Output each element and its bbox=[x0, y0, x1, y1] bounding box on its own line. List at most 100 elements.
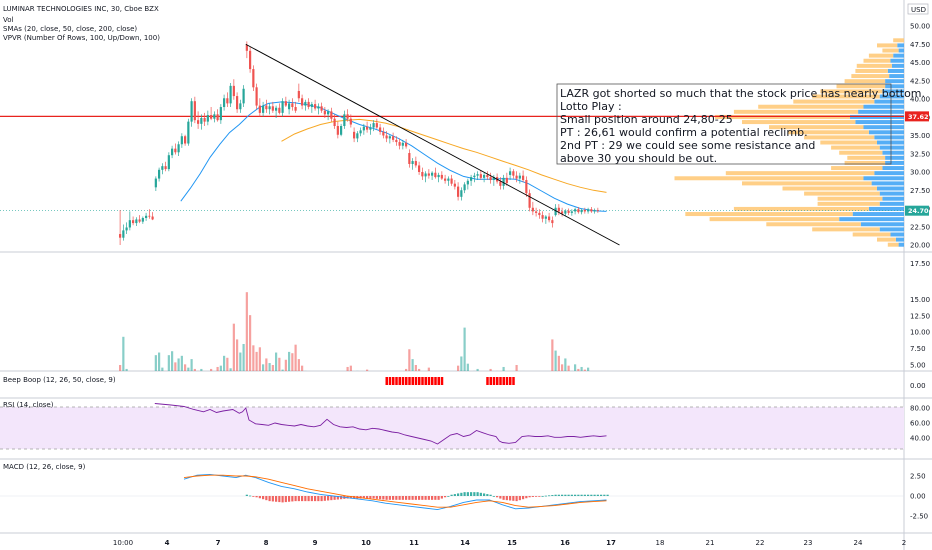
candlestick-series[interactable] bbox=[119, 41, 599, 245]
candle-body-112 bbox=[483, 174, 486, 178]
macd-hist-111 bbox=[479, 492, 482, 496]
volume-bar-12 bbox=[158, 352, 161, 371]
vpvr-up-row-25 bbox=[882, 166, 904, 171]
time-tick-0: 10:00 bbox=[113, 539, 133, 547]
macd-hist-95 bbox=[427, 496, 430, 500]
vpvr-down-row-35 bbox=[709, 217, 840, 222]
macd-hist-107 bbox=[466, 492, 469, 496]
beep-boop-legend[interactable]: Beep Boop (12, 26, 50, close, 9) bbox=[3, 376, 116, 384]
candle-body-139 bbox=[570, 211, 573, 213]
volume-bar-137 bbox=[564, 358, 567, 371]
vpvr-up-row-38 bbox=[890, 232, 904, 237]
sma-legend[interactable]: SMAs (20, close, 50, close, 200, close) bbox=[3, 25, 137, 33]
beep-bar-1-115 bbox=[492, 377, 496, 385]
macd-hist-86 bbox=[398, 496, 401, 500]
volume-legend[interactable]: Vol bbox=[3, 16, 14, 24]
macd-hist-121 bbox=[512, 496, 515, 501]
candle-body-125 bbox=[525, 180, 528, 194]
volume-bar-39 bbox=[245, 292, 248, 371]
volume-bar-22 bbox=[190, 359, 193, 371]
macd-hist-133 bbox=[551, 495, 554, 496]
annotation-box[interactable] bbox=[556, 83, 892, 165]
candle-body-49 bbox=[278, 107, 281, 113]
candle-body-28 bbox=[210, 115, 213, 119]
vpvr-up-row-8 bbox=[885, 79, 904, 84]
candle-body-27 bbox=[206, 115, 209, 122]
vpvr-legend[interactable]: VPVR (Number Of Rows, 100, Up/Down, 100) bbox=[3, 34, 160, 42]
signal-line bbox=[183, 474, 607, 508]
candle-body-119 bbox=[505, 177, 508, 183]
price-tick-0: 50.00 bbox=[910, 23, 930, 31]
candle-body-88 bbox=[405, 142, 408, 147]
candle-body-11 bbox=[154, 178, 157, 188]
vpvr-up-row-9 bbox=[885, 84, 904, 89]
macd-hist-54 bbox=[294, 496, 297, 502]
candle-body-29 bbox=[213, 114, 216, 119]
candle-body-143 bbox=[583, 209, 586, 212]
volume-bar-144 bbox=[587, 367, 590, 371]
candle-body-9 bbox=[148, 215, 151, 217]
candle-body-130 bbox=[541, 215, 544, 219]
annotation-line-2: Lotto Play : bbox=[560, 100, 622, 113]
resistance-badge-bg bbox=[905, 111, 929, 122]
macd-hist-123 bbox=[518, 496, 521, 501]
candle-body-128 bbox=[535, 211, 538, 213]
vpvr-up-row-40 bbox=[898, 242, 904, 247]
candle-body-4 bbox=[132, 220, 135, 224]
volume-bar-32 bbox=[223, 355, 226, 371]
volume-bar-70 bbox=[346, 366, 349, 371]
candle-body-131 bbox=[544, 216, 547, 219]
macd-hist-67 bbox=[336, 496, 339, 500]
macd-legend[interactable]: MACD (12, 26, close, 9) bbox=[3, 463, 86, 471]
volume-bar-37 bbox=[239, 352, 242, 371]
volume-bar-41 bbox=[252, 345, 255, 371]
beep-bar-0-98 bbox=[437, 377, 440, 385]
trendline-drawing[interactable] bbox=[245, 43, 620, 246]
vpvr-up-row-3 bbox=[893, 53, 904, 58]
volume-bar-42 bbox=[255, 351, 258, 371]
vpvr-down-row-37 bbox=[812, 227, 880, 232]
macd-hist-101 bbox=[447, 496, 450, 497]
symbol-title[interactable]: LUMINAR TECHNOLOGIES INC, 30, Cboe BZX bbox=[3, 5, 159, 13]
candle-body-63 bbox=[323, 110, 326, 115]
volume-bar-43 bbox=[258, 347, 261, 371]
candle-body-70 bbox=[346, 114, 349, 119]
candle-body-8 bbox=[145, 215, 148, 218]
candle-body-106 bbox=[463, 184, 466, 191]
macd-hist-109 bbox=[473, 492, 476, 496]
candle-body-60 bbox=[314, 104, 317, 109]
candle-body-91 bbox=[414, 161, 417, 166]
macd-hist-116 bbox=[496, 496, 499, 498]
beep-bar-0-94 bbox=[424, 377, 427, 385]
macd-hist-125 bbox=[525, 496, 528, 499]
macd-hist-132 bbox=[548, 495, 551, 497]
macd-hist-91 bbox=[414, 496, 417, 500]
macd-hist-104 bbox=[457, 493, 460, 496]
time-tick-2: 7 bbox=[216, 539, 221, 547]
macd-hist-71 bbox=[349, 496, 352, 499]
price-tick-9: 27.50 bbox=[910, 187, 930, 195]
volume-bars bbox=[119, 292, 590, 371]
current-price-badge: 24.70 bbox=[905, 205, 929, 216]
candle-body-121 bbox=[512, 171, 515, 176]
candle-body-85 bbox=[395, 139, 398, 143]
currency-box[interactable] bbox=[907, 3, 929, 15]
macd-hist-117 bbox=[499, 496, 502, 499]
volume-tick-2: 10.00 bbox=[910, 329, 930, 337]
rsi-legend[interactable]: RSI (14, close) bbox=[3, 401, 54, 409]
time-tick-14: 23 bbox=[804, 539, 813, 547]
candle-body-138 bbox=[567, 210, 570, 213]
volume-bar-34 bbox=[229, 368, 232, 371]
vpvr-down-row-24 bbox=[844, 160, 886, 165]
time-axis-ticks[interactable]: 10:00 4 7 8 9 10 11 14 15 16 17 18 21 22 23 24 2 bbox=[113, 539, 906, 547]
candle-body-109 bbox=[473, 175, 476, 178]
volume-bar-105 bbox=[460, 356, 463, 371]
macd-hist-106 bbox=[463, 492, 466, 496]
macd-hist-76 bbox=[366, 496, 369, 499]
currency-label: USD bbox=[911, 6, 926, 14]
vpvr-up-row-23 bbox=[885, 155, 904, 160]
vpvr-up-row-10 bbox=[882, 89, 904, 94]
candle-body-93 bbox=[421, 172, 424, 177]
volume-bar-95 bbox=[427, 367, 430, 371]
